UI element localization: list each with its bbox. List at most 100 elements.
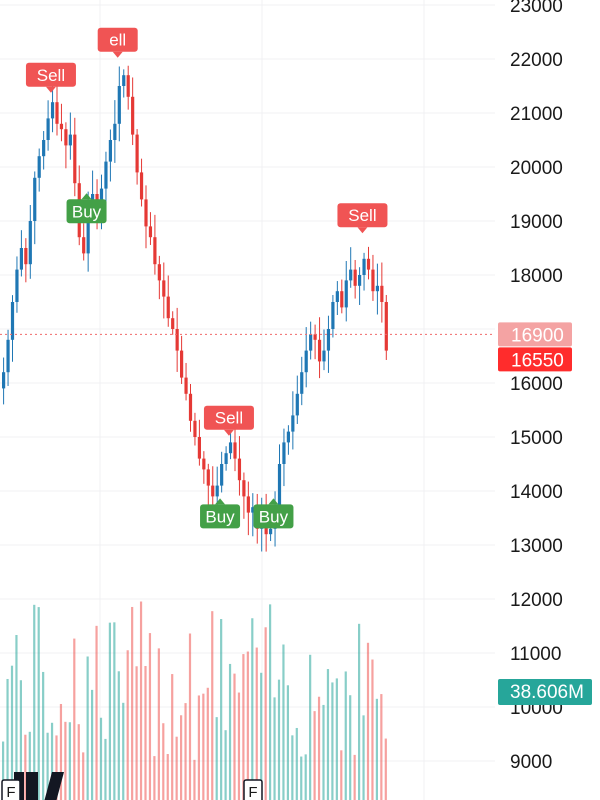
volume-bar	[122, 702, 125, 800]
candle-body	[64, 129, 68, 146]
candle-body	[269, 528, 273, 535]
tradingview-logo[interactable]: TV	[0, 555, 64, 800]
volume-bar	[180, 715, 183, 800]
volume-bar	[50, 722, 54, 800]
candle-body	[349, 269, 353, 281]
candle-body	[331, 302, 335, 329]
candle-body	[362, 258, 366, 275]
svg-text:16550: 16550	[511, 350, 564, 371]
candle-body	[6, 339, 10, 373]
svg-text:Sell: Sell	[215, 409, 243, 428]
volume-bar	[166, 754, 169, 800]
volume-bar	[331, 682, 334, 800]
volume-bar	[157, 648, 160, 800]
buy-signal-badge: Buy	[200, 498, 241, 529]
volume-bar	[255, 647, 258, 800]
candle-body	[215, 485, 219, 497]
candle-body	[59, 123, 64, 130]
price-badge: 16550	[498, 347, 572, 372]
volume-bar	[251, 618, 254, 800]
candle-body	[135, 134, 139, 173]
candle-body	[166, 296, 170, 319]
volume-bar	[86, 656, 89, 800]
volume-bar	[162, 723, 165, 800]
candle-body	[188, 393, 193, 421]
candle-body	[326, 329, 331, 351]
price-tick-label: 12000	[510, 590, 563, 611]
volume-bar	[260, 672, 263, 800]
volume-bar	[242, 654, 245, 800]
volume-bar	[269, 604, 272, 800]
candle-body	[42, 140, 46, 157]
volume-bar	[197, 695, 200, 800]
candle-body	[335, 291, 339, 302]
sell-signal-badge: Sell	[337, 203, 388, 234]
candle-body	[171, 318, 175, 329]
volume-bar	[2, 741, 5, 800]
volume-bar	[19, 680, 22, 800]
candle-body	[317, 339, 322, 362]
candle-body	[46, 118, 50, 140]
volume-bar	[313, 711, 316, 800]
candle-body	[286, 431, 290, 443]
price-tick-label: 11000	[510, 644, 561, 665]
candle-body	[384, 302, 388, 351]
candle-body	[197, 437, 201, 459]
volume-bar	[295, 727, 298, 800]
volume-bar	[300, 756, 303, 800]
candle-body	[304, 350, 308, 373]
candle-body	[344, 280, 348, 308]
volume-bar	[77, 724, 80, 800]
volume-bar	[55, 735, 58, 800]
price-tick-label: 20000	[510, 158, 563, 179]
volume-bar	[237, 692, 241, 800]
price-axis[interactable]: 2300022000210002000019000180001700016000…	[510, 0, 563, 773]
candle-body	[104, 161, 108, 189]
volume-bar	[171, 674, 174, 800]
volume-bar	[68, 722, 71, 800]
candle-body	[108, 140, 112, 162]
volume-badge: 38.606M	[498, 679, 592, 705]
volume-bar	[10, 665, 14, 800]
price-tick-label: 13000	[510, 536, 563, 557]
candle-body	[237, 458, 242, 481]
trade-signals: Sell ell Buy Sell Buy Buy Sell	[25, 27, 388, 529]
price-badges: 16900 16550 38.606M	[498, 322, 592, 705]
volume-bar	[277, 679, 281, 800]
volume-bar	[46, 732, 49, 800]
volume-bar	[193, 759, 196, 800]
volume-bar	[340, 750, 343, 800]
volume-bar	[59, 703, 63, 800]
candle-body	[282, 442, 286, 464]
volume-bar	[358, 623, 361, 800]
volume-bar	[64, 721, 67, 800]
volume-bar	[224, 730, 227, 800]
candle-body	[68, 134, 72, 146]
candle-body	[55, 102, 59, 124]
volume-bar	[82, 752, 85, 800]
volume-bar	[317, 696, 321, 800]
volume-bar	[206, 687, 209, 800]
candle-body	[126, 75, 130, 97]
volume-bar	[15, 634, 18, 800]
volume-bar	[322, 704, 325, 800]
candle-body	[2, 372, 6, 389]
candle-body	[24, 248, 28, 265]
buy-signal-badge: Buy	[66, 193, 107, 224]
candle-body	[228, 442, 233, 454]
candle-body	[211, 485, 215, 497]
buy-signal-badge: Buy	[253, 498, 294, 529]
price-tick-label: 21000	[510, 104, 563, 125]
volume-bar	[6, 678, 9, 800]
price-tick-label: 23000	[510, 0, 563, 17]
volume-bars	[2, 601, 387, 800]
candle-body	[246, 496, 250, 513]
candle-body	[144, 199, 148, 227]
volume-bar	[349, 695, 352, 800]
svg-text:Buy: Buy	[72, 202, 102, 221]
candle-body	[340, 291, 344, 308]
time-marker-1: F	[1, 779, 21, 800]
candle-body	[206, 469, 210, 486]
candle-body	[202, 458, 206, 470]
candle-body	[220, 464, 224, 486]
